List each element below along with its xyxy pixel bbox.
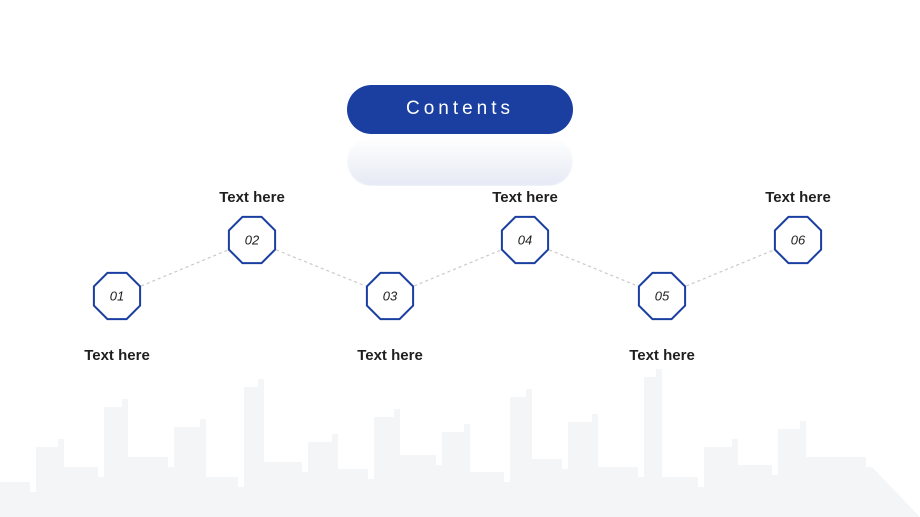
connector-line: [141, 250, 228, 286]
node-label-06: Text here: [765, 189, 831, 206]
connector-line: [549, 250, 637, 286]
node-number-02: 02: [245, 233, 259, 248]
contents-diagram: [0, 0, 920, 517]
node-number-01: 01: [110, 289, 124, 304]
node-label-05: Text here: [629, 347, 695, 364]
node-number-05: 05: [655, 289, 669, 304]
node-label-03: Text here: [357, 347, 423, 364]
connector-line: [276, 250, 365, 286]
connector-line: [686, 250, 773, 286]
node-label-01: Text here: [84, 347, 150, 364]
node-number-03: 03: [383, 289, 397, 304]
slide-stage: Contents 01Text here02Text here03Text he…: [0, 0, 920, 517]
octagon-nodes: [94, 217, 821, 319]
node-label-02: Text here: [219, 189, 285, 206]
connector-line: [414, 250, 501, 286]
node-number-04: 04: [518, 233, 532, 248]
node-number-06: 06: [791, 233, 805, 248]
node-label-04: Text here: [492, 189, 558, 206]
